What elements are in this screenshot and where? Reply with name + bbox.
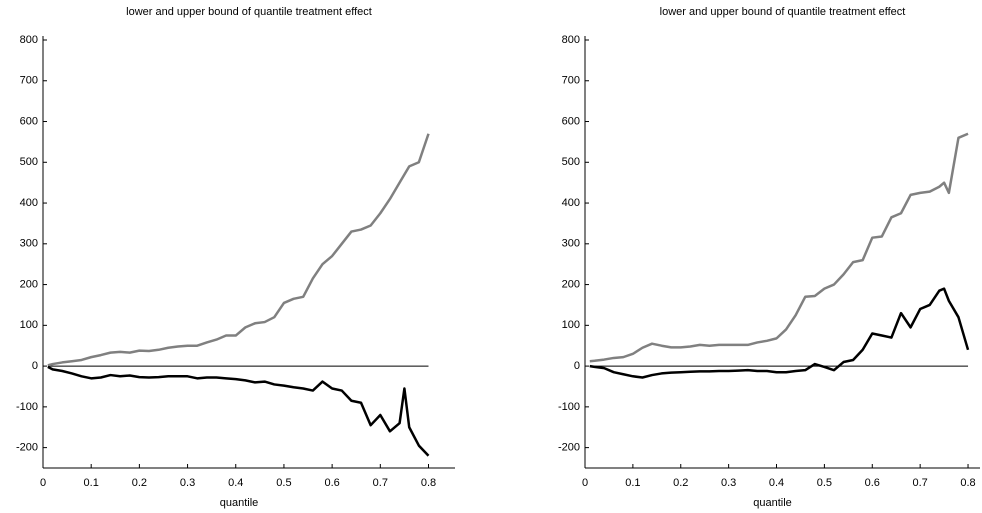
y-tick-label: -200 xyxy=(558,442,580,454)
x-tick-label: 0.8 xyxy=(960,477,975,489)
y-tick-label: 400 xyxy=(20,197,38,209)
y-tick-label: 200 xyxy=(20,278,38,290)
x-tick-label: 0.7 xyxy=(913,477,928,489)
y-tick-label: 700 xyxy=(562,75,580,87)
data-line xyxy=(47,133,430,367)
y-tick-label: 300 xyxy=(20,238,38,250)
y-tick-label: 100 xyxy=(562,319,580,331)
chart-title: lower and upper bound of quantile treatm… xyxy=(126,6,372,18)
x-tick-label: 0 xyxy=(582,477,588,489)
x-tick-label: 0.6 xyxy=(865,477,880,489)
y-tick-label: 500 xyxy=(20,156,38,168)
y-tick-label: 400 xyxy=(562,197,580,209)
x-axis-label: quantile xyxy=(753,497,792,509)
data-line xyxy=(589,132,969,363)
y-tick-label: 600 xyxy=(562,115,580,127)
y-tick-label: 300 xyxy=(562,238,580,250)
x-tick-label: 0.4 xyxy=(769,477,784,489)
x-tick-label: 0.1 xyxy=(625,477,640,489)
y-tick-label: 0 xyxy=(574,360,580,372)
x-tick-label: 0.6 xyxy=(324,477,339,489)
y-tick-label: -100 xyxy=(558,401,580,413)
y-tick-label: 0 xyxy=(32,360,38,372)
x-tick-label: 0.4 xyxy=(228,477,243,489)
data-line xyxy=(589,287,970,379)
y-tick-label: 600 xyxy=(20,115,38,127)
x-tick-label: 0.2 xyxy=(132,477,147,489)
y-tick-label: 800 xyxy=(562,34,580,46)
x-tick-label: 0.5 xyxy=(817,477,832,489)
x-tick-label: 0.1 xyxy=(84,477,99,489)
x-tick-label: 0.8 xyxy=(421,477,436,489)
x-tick-label: 0.7 xyxy=(373,477,388,489)
y-tick-label: 200 xyxy=(562,278,580,290)
y-tick-label: -200 xyxy=(16,442,38,454)
x-tick-label: 0.3 xyxy=(721,477,736,489)
y-tick-label: 700 xyxy=(20,75,38,87)
x-tick-label: 0.5 xyxy=(276,477,291,489)
x-tick-label: 0.3 xyxy=(180,477,195,489)
x-tick-label: 0 xyxy=(40,477,46,489)
data-line xyxy=(47,365,430,457)
chart-title: lower and upper bound of quantile treatm… xyxy=(660,6,906,18)
y-tick-label: -100 xyxy=(16,401,38,413)
x-axis-label: quantile xyxy=(220,497,259,509)
y-tick-label: 800 xyxy=(20,34,38,46)
x-tick-label: 0.2 xyxy=(673,477,688,489)
y-tick-label: 100 xyxy=(20,319,38,331)
y-tick-label: 500 xyxy=(562,156,580,168)
